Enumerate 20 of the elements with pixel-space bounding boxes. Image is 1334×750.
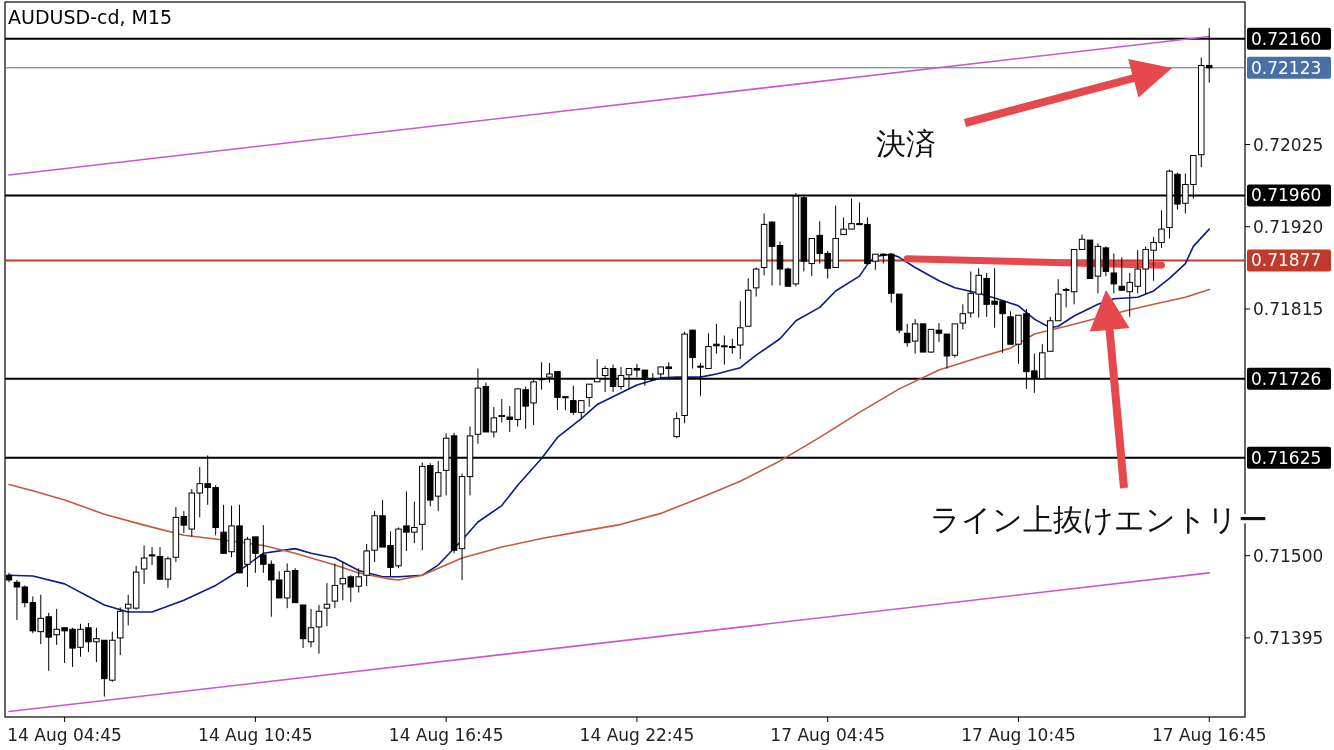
ref-line-label: 0.71877 [1251,250,1322,271]
y-tick-label: 0.71500 [1253,545,1324,566]
y-tick-label: 0.71395 [1253,627,1324,648]
ref-line-label: 0.72160 [1251,28,1322,49]
x-tick-label: 17 Aug 16:45 [1151,725,1267,745]
annotation: 決済 [876,126,936,161]
ref-line-label: 0.71726 [1251,368,1322,389]
chart-title: AUDUSD-cd, M15 [8,6,173,28]
x-tick-label: 14 Aug 04:45 [7,725,122,745]
x-tick-label: 14 Aug 22:45 [579,725,695,745]
ref-line-label: 0.72123 [1251,57,1322,78]
ref-line-label: 0.71960 [1251,185,1322,206]
y-tick-label: 0.71815 [1253,298,1324,319]
x-tick-label: 14 Aug 10:45 [198,725,313,745]
x-tick-label: 14 Aug 16:45 [388,725,504,745]
ref-line-label: 0.71625 [1251,447,1322,468]
y-tick-label: 0.72025 [1253,134,1324,155]
y-tick-label: 0.71920 [1253,216,1324,237]
x-tick-label: 17 Aug 10:45 [961,725,1076,745]
x-tick-label: 17 Aug 04:45 [770,725,886,745]
